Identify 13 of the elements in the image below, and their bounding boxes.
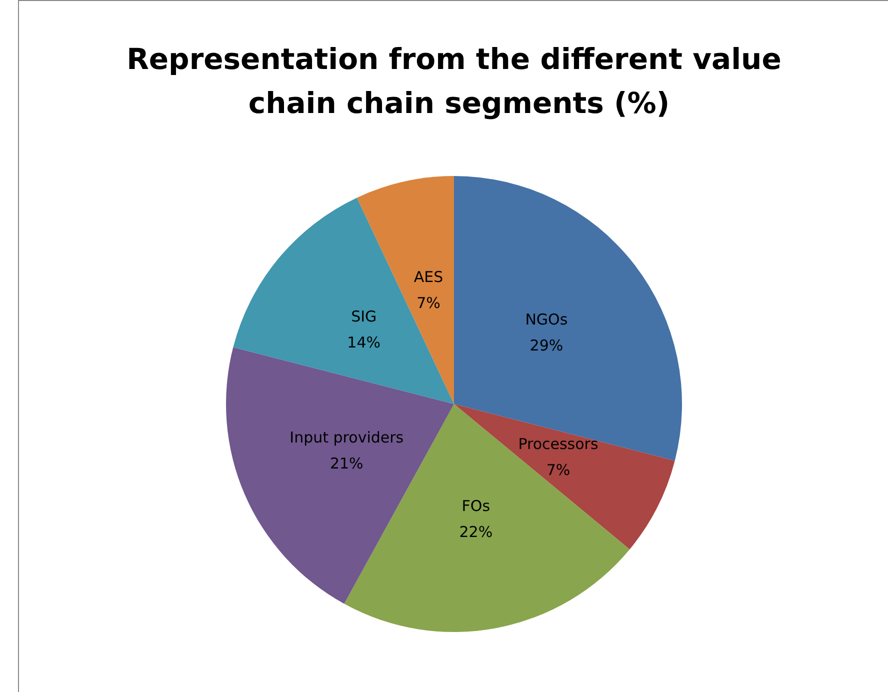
slice-label: Processors	[518, 435, 598, 454]
data-label: 7%	[416, 294, 440, 312]
slice-label: SIG	[351, 307, 377, 326]
slice-label: Input providers	[290, 428, 404, 446]
slice-label: AES	[414, 268, 444, 286]
data-label: 14%	[347, 333, 381, 352]
slice-label: FOs	[462, 496, 490, 515]
slice-label: NGOs	[525, 310, 568, 328]
data-label: 29%	[530, 336, 564, 354]
data-label: 7%	[546, 461, 570, 480]
data-label: 22%	[459, 522, 493, 541]
chart-title: Representation from the different value chain chain segments (%)	[126, 42, 792, 120]
data-label: 21%	[330, 454, 364, 472]
